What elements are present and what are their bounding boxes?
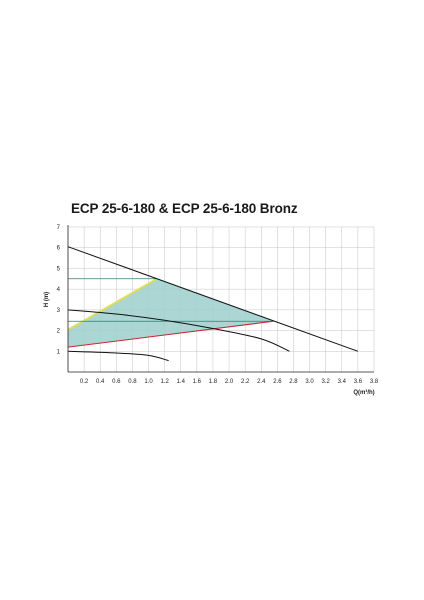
y-tick-label: 3 — [57, 308, 61, 314]
x-tick-label: 2.2 — [241, 379, 250, 385]
y-tick-label: 5 — [57, 266, 61, 272]
x-tick-label: 1.8 — [209, 379, 218, 385]
y-tick-label: 1 — [57, 349, 61, 355]
x-tick-label: 3.4 — [338, 379, 347, 385]
x-tick-label: 1.0 — [144, 379, 153, 385]
x-tick-label: 3.0 — [305, 379, 314, 385]
series-line-3 — [67, 350, 169, 362]
shaded-region — [68, 278, 274, 348]
x-tick-label: 3.2 — [322, 379, 331, 385]
x-tick-label: 2.0 — [225, 379, 234, 385]
region-edge-lower — [67, 320, 274, 348]
y-tick-label: 4 — [57, 287, 61, 293]
series-group — [67, 246, 359, 362]
x-tick-label: 0.6 — [112, 379, 121, 385]
tick-labels: 0.2 0.4 0.6 0.8 1.0 1.2 1.4 1.6 1.8 2.0 2.2 2.4 2.6 2… — [57, 225, 379, 385]
y-axis-label: H (m) — [44, 292, 50, 307]
grid — [68, 226, 375, 372]
x-tick-label: 3.6 — [354, 379, 363, 385]
x-tick-label: 0.2 — [80, 379, 89, 385]
x-tick-label: 1.4 — [177, 379, 186, 385]
y-tick-label: 6 — [57, 246, 61, 252]
x-tick-label: 0.4 — [96, 379, 105, 385]
x-tick-label: 2.4 — [257, 379, 266, 385]
series-line-1 — [67, 246, 359, 352]
x-tick-label: 2.6 — [273, 379, 282, 385]
y-tick-label: 2 — [57, 329, 61, 335]
x-tick-label: 0.8 — [128, 379, 137, 385]
axes — [67, 225, 374, 373]
chart-title: ECP 25-6-180 & ECP 25-6-180 Bronz — [71, 201, 298, 216]
y-tick-label: 7 — [57, 225, 61, 231]
x-axis-label: Q(m³/h) — [353, 389, 374, 396]
series-line-2 — [67, 309, 290, 352]
x-tick-label: 3.8 — [370, 379, 379, 385]
x-tick-label: 2.8 — [289, 379, 298, 385]
x-tick-label: 1.6 — [193, 379, 202, 385]
x-tick-label: 1.2 — [160, 379, 169, 385]
shaded-region-group — [67, 278, 274, 348]
